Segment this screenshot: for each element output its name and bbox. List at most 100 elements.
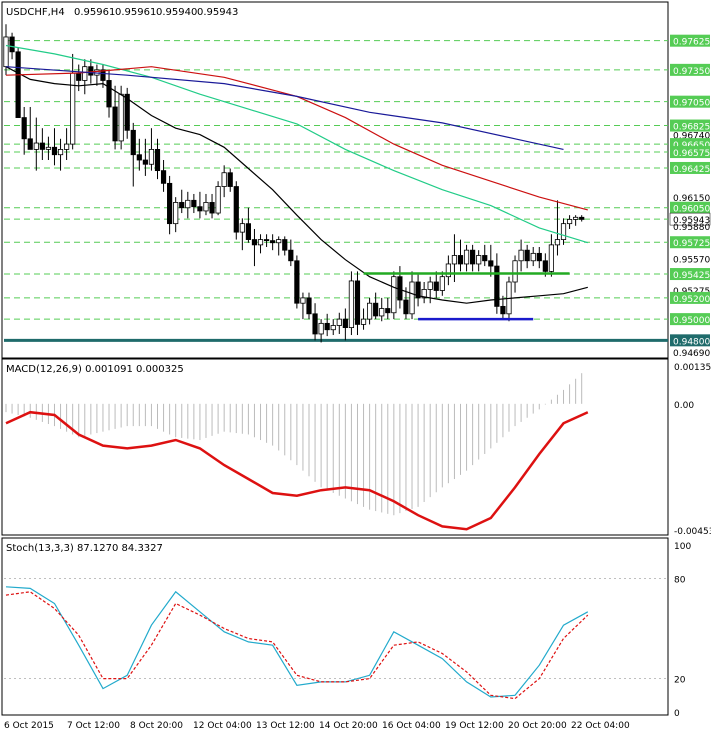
candle-body: [76, 72, 82, 81]
x-axis-tick-label: 16 Oct 04:00: [382, 721, 441, 731]
stoch-tick-label: 0: [674, 709, 680, 719]
candle-body: [579, 216, 585, 220]
macd-tick-label: 0.00: [674, 401, 694, 411]
ohlc-close: 0.95943: [197, 7, 238, 18]
price-tick-label: 0.94800: [673, 337, 710, 347]
price-grid-layer: [4, 40, 668, 342]
candle-body: [191, 199, 197, 208]
candle-body: [251, 239, 258, 246]
price-layer: [3, 24, 588, 343]
candle-body: [112, 106, 118, 142]
candle-body: [391, 276, 397, 314]
price-label-box: [669, 212, 711, 226]
x-axis-tick-label: 6 Oct 2015: [4, 721, 54, 731]
price-label-box: [670, 268, 710, 281]
candle-body: [118, 93, 124, 142]
candle-body: [500, 305, 506, 315]
candle-body: [300, 297, 306, 304]
x-axis-tick-label: 22 Oct 04:00: [571, 721, 630, 731]
ohlc-low: 0.95940: [156, 7, 197, 18]
candle-body: [136, 154, 142, 161]
price-tick-label: 0.96575: [673, 149, 710, 159]
candle-body: [9, 36, 15, 53]
candle-body: [445, 263, 451, 278]
candle-body: [524, 249, 530, 262]
candle-body: [227, 172, 233, 187]
price-tick-label: 0.96150: [673, 194, 710, 204]
candle-body: [373, 302, 379, 317]
price-label-box: [670, 34, 710, 47]
candle-body: [518, 249, 524, 262]
candle-body: [470, 249, 476, 265]
candle-body: [197, 206, 203, 212]
candle-body: [185, 199, 191, 209]
stoch-label: Stoch(13,3,3) 87.1270 84.3327: [6, 543, 163, 554]
candle-body: [245, 223, 251, 240]
candle-body: [482, 255, 488, 262]
candle-body: [160, 170, 167, 184]
candle-body: [512, 260, 518, 283]
candle-body: [173, 202, 179, 225]
stoch-line-red: [5, 591, 589, 700]
candle-body: [27, 138, 33, 150]
candle-body: [403, 299, 409, 315]
price-tick-label: 0.97625: [673, 38, 710, 48]
macd-label: MACD(12,26,9) 0.001091 0.000325: [6, 364, 184, 375]
x-axis-layer: 6 Oct 2015 7 Oct 12:00 8 Oct 20:00 12 Oct 0…: [4, 721, 630, 731]
moving-average-blue: [5, 66, 564, 150]
price-tick-label: 0.96050: [673, 205, 710, 215]
candle-body: [379, 308, 385, 317]
candle-body: [257, 239, 264, 246]
price-label-box: [670, 201, 710, 214]
candle-body: [330, 325, 336, 331]
candle-body: [282, 239, 288, 251]
candle-body: [142, 159, 148, 165]
stoch-line-cyan: [5, 586, 589, 698]
candle-body: [366, 302, 373, 320]
price-label-box: [670, 313, 710, 326]
price-tick-label: 0.97050: [673, 99, 710, 109]
price-tick-label: 0.95725: [673, 239, 710, 249]
price-tick-label: 0.95200: [673, 295, 710, 305]
candle-body: [566, 219, 573, 225]
candle-body: [179, 202, 185, 209]
candle-body: [294, 260, 300, 304]
macd-tick-label: -0.00453: [674, 527, 711, 537]
macd-signal-line: [5, 410, 589, 531]
candle-body: [70, 72, 76, 145]
candle-body: [148, 149, 155, 165]
candle-body: [548, 244, 555, 272]
candle-body: [154, 149, 161, 172]
candle-body: [276, 239, 282, 244]
candle-body: [542, 260, 548, 272]
candle-body: [100, 69, 106, 81]
candle-body: [221, 172, 227, 187]
candle-body: [439, 276, 445, 291]
candle-body: [215, 186, 221, 214]
candle-body: [427, 281, 433, 290]
price-label-box: [670, 63, 710, 76]
candle-body: [45, 146, 52, 150]
x-axis-tick-label: 8 Oct 20:00: [130, 721, 183, 731]
moving-average-red: [5, 66, 588, 211]
price-tick-label: 0.96825: [673, 123, 710, 133]
candle-body: [488, 260, 494, 267]
price-label-box: [670, 334, 710, 347]
ohlc-open: 0.95961: [74, 7, 115, 18]
macd-layer: 0.001358 0.00 -0.00453: [5, 363, 711, 537]
candle-body: [64, 143, 70, 150]
candle-body: [82, 66, 88, 81]
candle-body: [463, 249, 470, 265]
candle-body: [239, 223, 245, 233]
stoch-panel-frame: [1, 537, 669, 716]
candle-body: [167, 182, 173, 225]
candle-body: [124, 93, 130, 131]
candle-body: [88, 66, 94, 76]
candle-body: [203, 202, 209, 212]
candle-body: [476, 255, 482, 265]
price-tick-label: 0.96425: [673, 165, 710, 175]
candle-body: [409, 281, 415, 315]
candle-body: [209, 202, 215, 214]
